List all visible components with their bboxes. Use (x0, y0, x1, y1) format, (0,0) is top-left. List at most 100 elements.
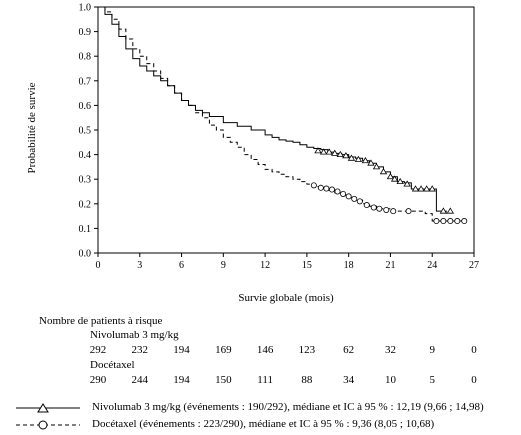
circle-marker-icon (38, 420, 48, 430)
y-tick-label: 0.7 (79, 76, 92, 87)
censor-mark-docetaxel (390, 208, 397, 215)
x-tick-label: 24 (427, 260, 437, 271)
censor-mark-docetaxel (376, 205, 383, 212)
legend-swatches (16, 403, 80, 430)
censor-mark-nivolumab (336, 150, 345, 157)
censor-mark-docetaxel (433, 218, 440, 225)
series-layer (98, 6, 468, 222)
censor-mark-docetaxel (334, 188, 341, 195)
censor-mark-docetaxel (363, 202, 370, 209)
censor-mark-nivolumab (314, 147, 322, 154)
x-tick-label: 6 (179, 260, 184, 271)
censor-mark-docetaxel (383, 206, 390, 213)
risk-count: 244 (131, 374, 149, 386)
risk-count: 146 (256, 344, 274, 356)
censor-mark-nivolumab (403, 180, 411, 187)
legend-swatch-docetaxel (16, 420, 80, 430)
y-axis-title: Probabilité de survie (26, 82, 38, 173)
risk-count: 9 (429, 344, 435, 356)
y-tick-label: 0.3 (79, 175, 92, 186)
legend-swatch-nivolumab (16, 403, 80, 413)
y-tick-label: 0.4 (79, 150, 92, 161)
risk-count: 10 (384, 374, 396, 386)
censor-mark-nivolumab (361, 156, 370, 164)
censor-mark-docetaxel (370, 204, 377, 211)
x-tick-label: 0 (96, 260, 101, 271)
x-tick-label: 21 (385, 260, 395, 271)
risk-count: 292 (89, 344, 107, 356)
risk-count: 169 (215, 344, 232, 356)
risk-count: 150 (215, 374, 232, 386)
censor-mark-nivolumab (390, 175, 399, 182)
legend-item-docetaxel: Docétaxel (événements : 223/290), médian… (92, 418, 435, 430)
censor-mark-nivolumab (325, 148, 333, 155)
risk-count: 111 (257, 374, 273, 386)
plot-axes (97, 6, 475, 254)
risk-group-label-nivolumab: Nivolumab 3 mg/kg (90, 329, 179, 341)
risk-count: 290 (89, 374, 107, 386)
censor-mark-docetaxel (317, 184, 324, 191)
y-tick-label: 0.2 (79, 199, 92, 210)
censor-mark-docetaxel (447, 218, 454, 225)
triangle-marker-icon (37, 403, 49, 413)
risk-count: 88 (301, 374, 313, 386)
risk-count: 0 (471, 344, 477, 356)
censor-mark-nivolumab (439, 207, 448, 214)
y-tick-label: 1.0 (79, 3, 92, 14)
risk-count: 0 (471, 374, 477, 386)
y-tick-label: 0.0 (79, 249, 92, 260)
x-tick-label: 18 (344, 260, 354, 271)
series-line-docetaxel (98, 6, 468, 222)
censor-mark-nivolumab (422, 185, 431, 192)
censor-mark-nivolumab (372, 163, 381, 170)
censor-mark-docetaxel (440, 218, 447, 225)
x-tick-label: 9 (221, 260, 226, 271)
legend: Nivolumab 3 mg/kg (événements : 190/292)… (0, 395, 521, 435)
y-tick-label: 0.1 (79, 224, 92, 235)
risk-group-label-docetaxel: Docétaxel (90, 359, 135, 371)
censor-mark-docetaxel (345, 193, 352, 200)
risk-count: 32 (384, 344, 396, 356)
legend-item-nivolumab: Nivolumab 3 mg/kg (événements : 190/292)… (92, 401, 484, 413)
censor-mark-nivolumab (428, 185, 436, 192)
plot-frame (97, 6, 475, 254)
censor-mark-docetaxel (356, 198, 363, 205)
censor-mark-docetaxel (310, 182, 317, 189)
risk-count: 194 (173, 344, 190, 356)
censor-mark-nivolumab (386, 172, 395, 180)
censor-mark-nivolumab (347, 154, 356, 161)
x-tick-label: 3 (137, 260, 142, 271)
y-tick-label: 0.6 (79, 101, 92, 112)
x-tick-label: 15 (302, 260, 312, 271)
censor-mark-nivolumab (446, 207, 455, 214)
censor-mark-docetaxel (461, 218, 468, 225)
risk-table: Nombre de patients à risque Nivolumab 3 … (0, 314, 521, 389)
censor-mark-docetaxel (328, 186, 335, 193)
censor-mark-nivolumab (379, 168, 388, 175)
censor-mark-docetaxel (405, 208, 412, 215)
censor-mark-nivolumab (417, 185, 425, 192)
risk-table-title: Nombre de patients à risque (39, 315, 163, 327)
y-tick-label: 0.9 (79, 27, 92, 38)
censor-mark-docetaxel (340, 190, 347, 197)
censor-mark-nivolumab (396, 177, 404, 185)
censor-mark-nivolumab (342, 152, 350, 159)
risk-count: 34 (343, 374, 355, 386)
x-tick-label: 12 (260, 260, 270, 271)
y-tick-label: 0.5 (79, 126, 92, 137)
censor-mark-nivolumab (331, 149, 339, 156)
km-chart: 0 3 6 9 12 15 18 21 24 27 0.0 0.1 0.2 0.3 0.4 0.5 0.6 0.7… (26, 3, 480, 305)
risk-count: 194 (173, 374, 190, 386)
censor-mark-docetaxel (454, 218, 461, 225)
censor-mark-nivolumab (354, 155, 363, 162)
censor-mark-docetaxel (323, 185, 330, 192)
x-axis-title: Survie globale (mois) (238, 292, 334, 304)
risk-count: 5 (429, 374, 435, 386)
censor-mark-docetaxel (351, 195, 358, 202)
axis-ticks: 0 3 6 9 12 15 18 21 24 27 0.0 0.1 0.2 0.3 0.4 0.5 0.6 0.7… (79, 3, 480, 272)
x-tick-label: 27 (469, 260, 479, 271)
y-tick-label: 0.8 (79, 52, 92, 63)
censor-mark-nivolumab (319, 148, 328, 155)
risk-count: 62 (343, 344, 355, 356)
censor-mark-nivolumab (411, 185, 420, 192)
